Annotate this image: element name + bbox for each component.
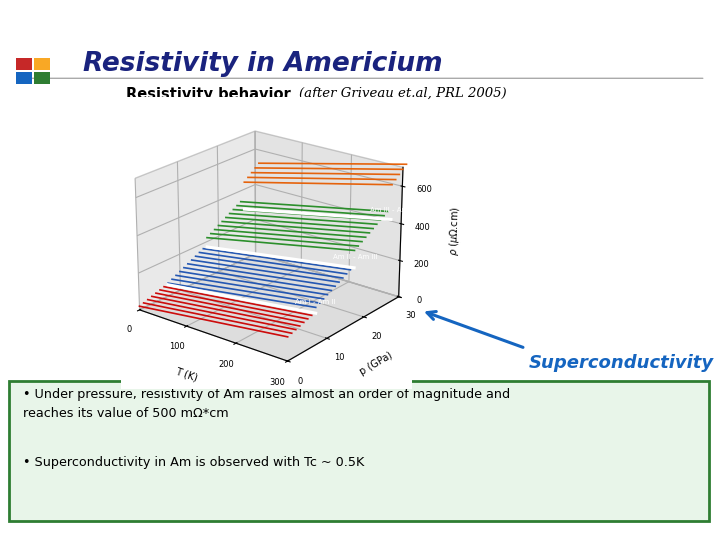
Y-axis label: p (GPa): p (GPa)	[359, 350, 395, 377]
X-axis label: T (K): T (K)	[174, 366, 199, 383]
FancyBboxPatch shape	[34, 71, 50, 84]
Text: Resistivity in Americium: Resistivity in Americium	[83, 51, 442, 77]
FancyBboxPatch shape	[16, 71, 32, 84]
Text: Superconductivity: Superconductivity	[529, 354, 714, 372]
FancyBboxPatch shape	[34, 58, 50, 70]
FancyBboxPatch shape	[9, 381, 709, 521]
Text: (after Griveau et.al, PRL 2005): (after Griveau et.al, PRL 2005)	[299, 87, 506, 100]
Text: • Under pressure, resistivity of Am raises almost an order of magnitude and
reac: • Under pressure, resistivity of Am rais…	[23, 388, 510, 420]
Text: • Superconductivity in Am is observed with Tc ~ 0.5K: • Superconductivity in Am is observed wi…	[23, 456, 364, 469]
Text: Resistivity behavior: Resistivity behavior	[126, 87, 291, 103]
FancyBboxPatch shape	[16, 58, 32, 70]
